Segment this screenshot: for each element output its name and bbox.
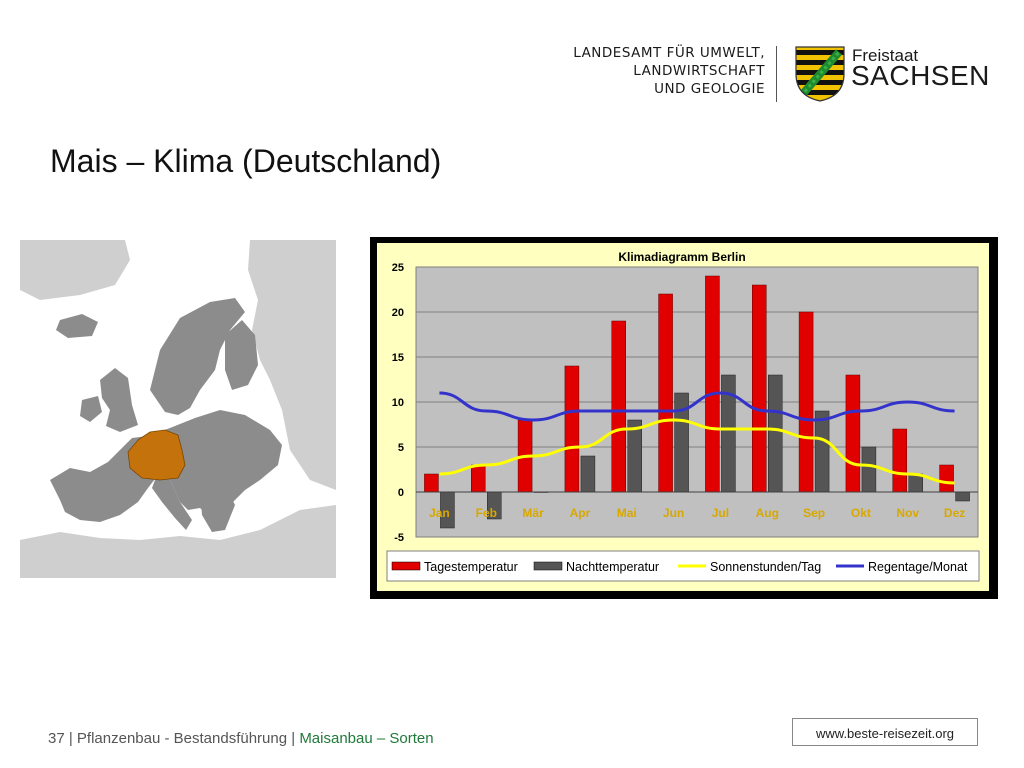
page-title: Mais – Klima (Deutschland) [50,143,442,179]
organization-name: LANDESAMT FÜR UMWELT, LANDWIRTSCHAFT UND… [560,44,765,98]
bar-tagestemperatur [658,293,673,493]
greenland-shape [20,240,130,300]
bar-nachttemperatur [627,419,642,493]
italy-shape [152,472,192,530]
y-tick-label: 10 [392,397,404,409]
footer-separator: | [287,730,300,747]
footer-breadcrumb: 37 | Pflanzenbau - Bestandsführung | Mai… [48,730,434,747]
bar-tagestemperatur [611,320,626,493]
x-tick-label: Jan [429,506,450,520]
germany-shape [127,429,186,481]
bar-tagestemperatur [705,275,720,493]
x-tick-label: Mär [522,506,544,520]
climate-chart-svg: Klimadiagramm Berlin 25 20 15 10 5 0 -5 Jan Feb… [377,243,989,591]
finland-shape [225,320,258,390]
scandinavia-shape [150,298,245,415]
org-line-1: LANDESAMT FÜR UMWELT, [573,45,765,61]
legend-swatch [391,561,421,571]
x-tick-label: Feb [476,506,497,520]
state-label-large: SACHSEN [851,60,990,91]
iceland-shape [56,314,98,338]
x-tick-label: Nov [896,506,919,520]
state-label-small: Freistaat [852,46,919,65]
y-tick-label: 5 [398,442,404,454]
bar-tagestemperatur [564,365,580,493]
line-regentage [439,391,955,422]
coat-of-arms-icon [795,46,845,102]
chart-title: Klimadiagramm Berlin [618,250,745,264]
bar-tagestemperatur [939,464,954,493]
legend-label: Tagestemperatur [424,560,518,574]
footer-path: Pflanzenbau - Bestandsführung [76,730,288,747]
legend-label: Nachttemperatur [566,560,659,574]
legend-swatch [533,561,563,571]
bar-nachttemperatur [861,446,877,493]
y-tick-label: -5 [394,532,404,544]
bar-tagestemperatur [798,311,814,493]
x-tick-label: Jul [712,506,729,520]
y-tick-label: 0 [398,487,404,499]
x-tick-label: Apr [570,506,591,520]
footer-separator: | [64,730,77,747]
africa-shape [20,505,336,578]
bar-tagestemperatur [892,428,907,493]
bar-nachttemperatur [768,374,783,493]
europe-map [20,240,336,578]
bar-nachttemperatur [814,410,830,493]
x-tick-label: Mai [617,506,637,520]
climate-chart: Klimadiagramm Berlin 25 20 15 10 5 0 -5 Jan Feb… [370,237,998,599]
org-line-2: LANDWIRTSCHAFT [633,63,765,79]
bar-tagestemperatur [752,284,767,493]
bar-tagestemperatur [471,464,486,493]
ireland-shape [80,396,102,422]
source-link[interactable]: www.beste-reisezeit.org [792,718,978,746]
page-number: 37 [48,730,65,747]
header-divider [776,46,777,102]
x-tick-label: Okt [851,506,871,520]
x-tick-label: Aug [756,506,779,520]
balkans-shape [200,485,235,532]
bar-nachttemperatur [955,491,970,502]
x-tick-label: Sep [803,506,825,520]
legend-label: Regentage/Monat [868,560,968,574]
org-line-3: UND GEOLOGIE [654,81,765,97]
bar-nachttemperatur [580,455,596,493]
y-tick-label: 25 [392,262,404,274]
bar-tagestemperatur [424,473,439,493]
line-sonnenstunden [439,418,955,485]
legend-label: Sonnenstunden/Tag [710,560,821,574]
y-tick-label: 20 [392,307,404,319]
bar-tagestemperatur [845,374,861,493]
x-tick-label: Dez [944,506,965,520]
y-tick-label: 15 [392,352,404,364]
britain-shape [100,368,138,432]
footer-current-section: Maisanbau – Sorten [299,730,434,747]
x-tick-label: Jun [663,506,684,520]
russia-shape [248,240,336,490]
